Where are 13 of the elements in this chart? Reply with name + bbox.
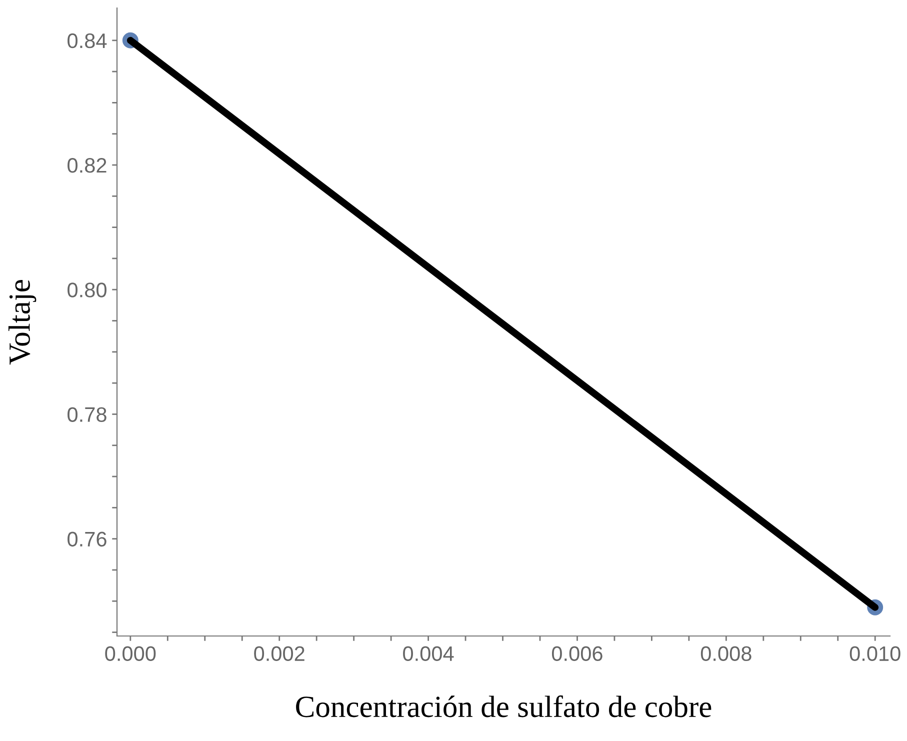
y-tick-label: 0.76 [68,532,106,547]
x-tick-label: 0.000 [105,646,156,662]
x-tick-label: 0.008 [700,646,752,662]
x-tick-label: 0.010 [850,646,900,662]
x-axis-title: Concentración de sulfato de cobre [296,695,712,718]
y-axis-title: Voltaje [8,280,36,365]
y-tick-label: 0.80 [68,282,106,298]
y-tick-label: 0.84 [68,33,107,48]
x-tick-label: 0.004 [403,646,454,662]
y-tick-label: 0.78 [68,407,106,422]
x-tick-label: 0.006 [552,646,602,662]
x-tick-label: 0.002 [254,646,304,662]
y-tick-label: 0.82 [68,158,106,173]
